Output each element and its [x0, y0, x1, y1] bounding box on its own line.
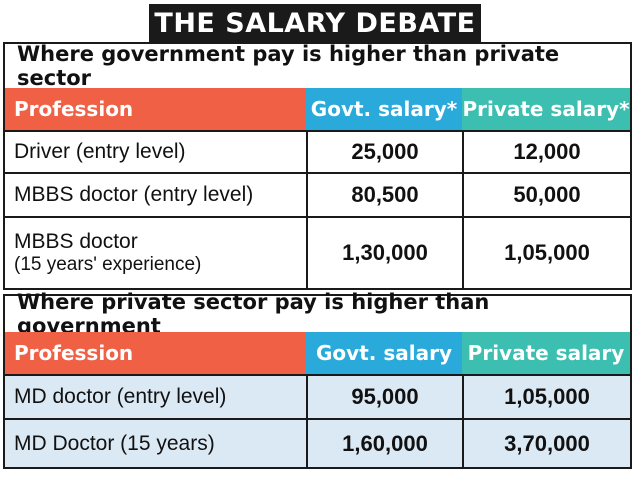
private-salary-cell: 12,000: [462, 130, 630, 172]
private-higher-section: Where private sector pay is higher than …: [3, 290, 632, 469]
profession-cell: Driver (entry level): [5, 130, 306, 172]
table-header-row: Profession Govt. salary Private salary: [5, 332, 630, 374]
private-salary-cell: 1,05,000: [462, 374, 630, 418]
column-header-govt-salary: Govt. salary: [306, 332, 462, 374]
table-row: MD Doctor (15 years) 1,60,000 3,70,000: [5, 418, 630, 467]
profession-cell: MBBS doctor (15 years' experience): [5, 216, 306, 288]
table-row: MBBS doctor (15 years' experience) 1,30,…: [5, 216, 630, 288]
profession-label: MBBS doctor: [14, 230, 138, 253]
column-header-private-salary: Private salary: [462, 332, 630, 374]
govt-higher-section: Where government pay is higher than priv…: [3, 42, 632, 290]
profession-cell: MBBS doctor (entry level): [5, 172, 306, 216]
section-heading: Where private sector pay is higher than …: [17, 290, 490, 338]
govt-salary-cell: 25,000: [306, 130, 462, 172]
govt-salary-cell: 1,30,000: [306, 216, 462, 288]
private-salary-cell: 3,70,000: [462, 418, 630, 467]
table-row: Driver (entry level) 25,000 12,000: [5, 130, 630, 172]
govt-salary-cell: 95,000: [306, 374, 462, 418]
section-heading: Where government pay is higher than priv…: [17, 42, 560, 90]
private-salary-cell: 1,05,000: [462, 216, 630, 288]
profession-cell: MD doctor (entry level): [5, 374, 306, 418]
govt-salary-cell: 1,60,000: [306, 418, 462, 467]
table-header-row: Profession Govt. salary* Private salary*: [5, 88, 630, 130]
private-salary-cell: 50,000: [462, 172, 630, 216]
table-row: MBBS doctor (entry level) 80,500 50,000: [5, 172, 630, 216]
column-header-private-salary: Private salary*: [462, 88, 630, 130]
column-header-profession: Profession: [5, 332, 306, 374]
profession-cell: MD Doctor (15 years): [5, 418, 306, 467]
column-header-govt-salary: Govt. salary*: [306, 88, 462, 130]
table-row: MD doctor (entry level) 95,000 1,05,000: [5, 374, 630, 418]
govt-salary-cell: 80,500: [306, 172, 462, 216]
column-header-profession: Profession: [5, 88, 306, 130]
profession-sublabel: (15 years' experience): [14, 254, 202, 276]
page-title: THE SALARY DEBATE: [149, 4, 481, 42]
